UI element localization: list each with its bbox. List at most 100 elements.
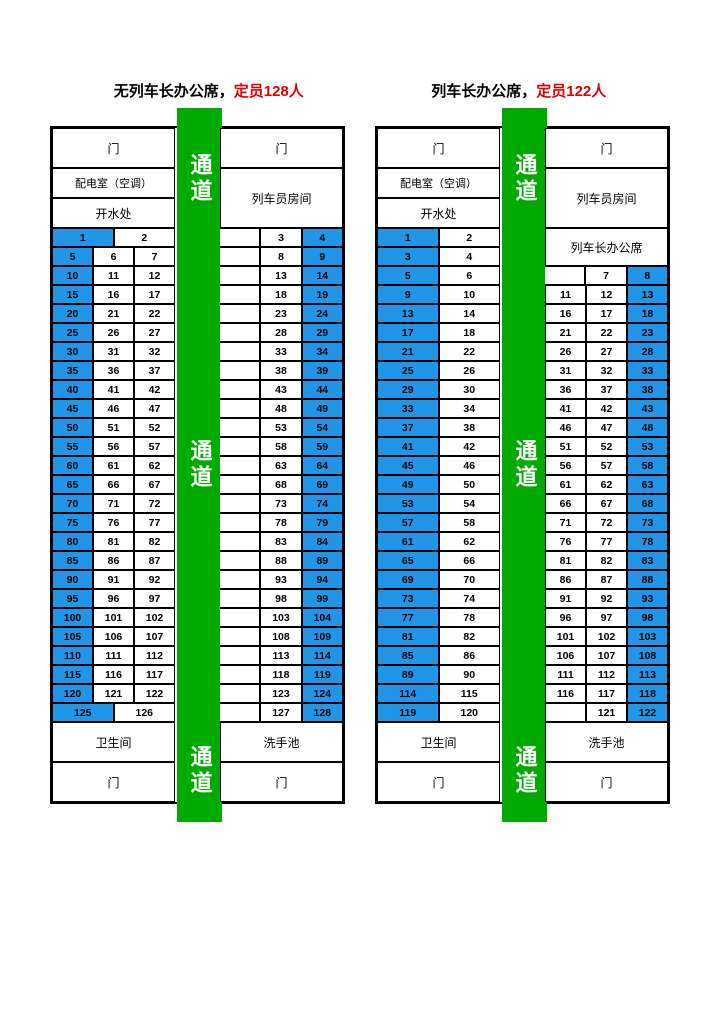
door-top-right: 门 — [220, 128, 343, 168]
seat-84: 84 — [302, 532, 343, 551]
seat-120: 120 — [439, 703, 501, 722]
seat-20: 20 — [52, 304, 93, 323]
door-bottom-right: 门 — [545, 762, 668, 802]
seat-69: 69 — [302, 475, 343, 494]
toilet: 卫生间 — [52, 722, 175, 762]
seat-82: 82 — [439, 627, 501, 646]
seat-67: 67 — [586, 494, 627, 513]
seat-62: 62 — [586, 475, 627, 494]
power-room: 配电室（空调） — [52, 168, 175, 198]
seat-86: 86 — [545, 570, 586, 589]
seat-127: 127 — [260, 703, 301, 722]
seat-65: 65 — [377, 551, 439, 570]
seat-51: 51 — [93, 418, 134, 437]
seat-8: 8 — [260, 247, 301, 266]
seat-78: 78 — [439, 608, 501, 627]
seat-33: 33 — [627, 361, 668, 380]
seat-9: 9 — [302, 247, 343, 266]
seat-43: 43 — [260, 380, 301, 399]
seat-4: 4 — [302, 228, 343, 247]
seat-8: 8 — [627, 266, 668, 285]
title-left-highlight: 定员128人 — [234, 83, 304, 100]
seat-48: 48 — [627, 418, 668, 437]
seat-116: 116 — [93, 665, 134, 684]
seat-49: 49 — [377, 475, 439, 494]
seat-128: 128 — [302, 703, 343, 722]
seat-71: 71 — [93, 494, 134, 513]
seat-59: 59 — [302, 437, 343, 456]
seat-25: 25 — [377, 361, 439, 380]
seat-18: 18 — [627, 304, 668, 323]
seat-81: 81 — [93, 532, 134, 551]
seat-99: 99 — [302, 589, 343, 608]
seat-15: 15 — [52, 285, 93, 304]
seat-41: 41 — [545, 399, 586, 418]
seat-122: 122 — [134, 684, 175, 703]
seat-57: 57 — [134, 437, 175, 456]
seat-2: 2 — [114, 228, 176, 247]
seat-44: 44 — [302, 380, 343, 399]
seat-93: 93 — [260, 570, 301, 589]
seat-4: 4 — [439, 247, 501, 266]
seat-57: 57 — [377, 513, 439, 532]
seat-34: 34 — [302, 342, 343, 361]
seat-118: 118 — [260, 665, 301, 684]
seat-105: 105 — [52, 627, 93, 646]
seat-102: 102 — [134, 608, 175, 627]
seat-5: 5 — [52, 247, 93, 266]
seat-85: 85 — [377, 646, 439, 665]
seat-114: 114 — [302, 646, 343, 665]
door-top-right: 门 — [545, 128, 668, 168]
seat-74: 74 — [439, 589, 501, 608]
seat-37: 37 — [586, 380, 627, 399]
seat-116: 116 — [545, 684, 586, 703]
seat-50: 50 — [439, 475, 501, 494]
seat-57: 57 — [586, 456, 627, 475]
staff-room: 列车员房间 — [545, 168, 668, 228]
seat-46: 46 — [93, 399, 134, 418]
seat-27: 27 — [134, 323, 175, 342]
seat-117: 117 — [134, 665, 175, 684]
seat-31: 31 — [545, 361, 586, 380]
seat-61: 61 — [93, 456, 134, 475]
seat-63: 63 — [260, 456, 301, 475]
seat-94: 94 — [302, 570, 343, 589]
seat-58: 58 — [439, 513, 501, 532]
seat-41: 41 — [93, 380, 134, 399]
seat-104: 104 — [302, 608, 343, 627]
seat-32: 32 — [134, 342, 175, 361]
seat-61: 61 — [377, 532, 439, 551]
seat-6: 6 — [93, 247, 134, 266]
seat-23: 23 — [627, 323, 668, 342]
seat-110: 110 — [52, 646, 93, 665]
seat-53: 53 — [377, 494, 439, 513]
seat-11: 11 — [545, 285, 586, 304]
seat-82: 82 — [586, 551, 627, 570]
toilet: 卫生间 — [377, 722, 500, 762]
seat-29: 29 — [377, 380, 439, 399]
seat-87: 87 — [134, 551, 175, 570]
seat-7: 7 — [134, 247, 175, 266]
seat-77: 77 — [377, 608, 439, 627]
seat-78: 78 — [627, 532, 668, 551]
seat-1: 1 — [52, 228, 114, 247]
seat-111: 111 — [545, 665, 586, 684]
seat-42: 42 — [134, 380, 175, 399]
seat-125: 125 — [52, 703, 114, 722]
door-bottom-right: 门 — [220, 762, 343, 802]
seat-56: 56 — [93, 437, 134, 456]
water: 开水处 — [377, 198, 500, 228]
seat-12: 12 — [134, 266, 175, 285]
seat-10: 10 — [52, 266, 93, 285]
seat-18: 18 — [439, 323, 501, 342]
seat-39: 39 — [302, 361, 343, 380]
seat-50: 50 — [52, 418, 93, 437]
seat-66: 66 — [93, 475, 134, 494]
seat-117: 117 — [586, 684, 627, 703]
seat-65: 65 — [52, 475, 93, 494]
seat-26: 26 — [93, 323, 134, 342]
seat-14: 14 — [302, 266, 343, 285]
seat-58: 58 — [627, 456, 668, 475]
seat-113: 113 — [260, 646, 301, 665]
seat-19: 19 — [302, 285, 343, 304]
